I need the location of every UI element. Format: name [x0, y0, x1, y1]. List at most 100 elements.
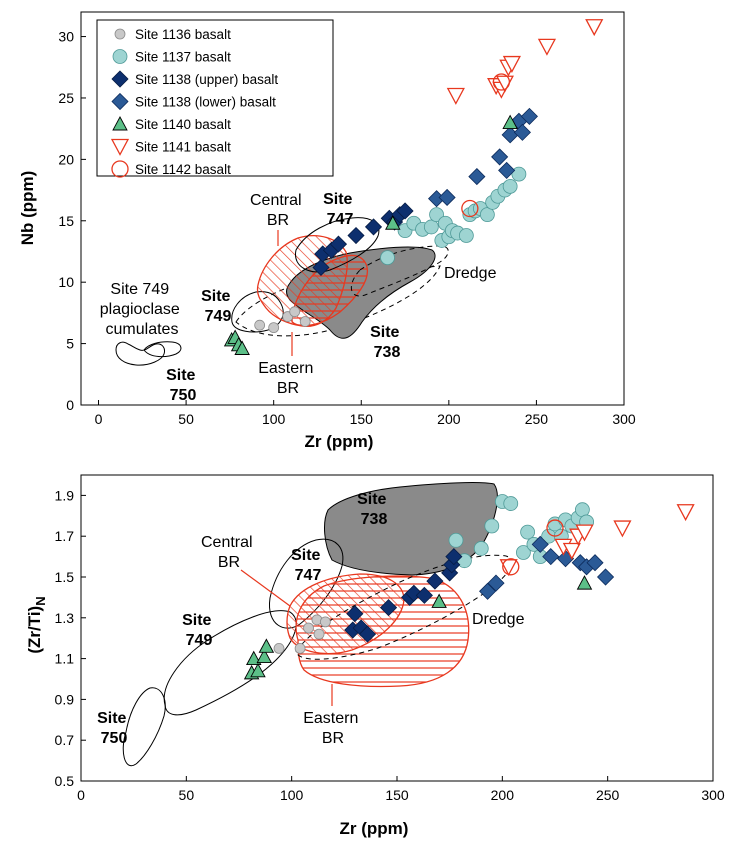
- site-1136-basalt-point: [319, 616, 331, 628]
- annotation-line: Central: [201, 534, 253, 551]
- site-1138-lower-basalt-point: [501, 126, 519, 144]
- legend-marker: [111, 160, 129, 178]
- annotation-site-738: Site 738: [370, 324, 404, 361]
- x-tick-label: 100: [262, 411, 286, 427]
- annotation-site-749: Site 749: [201, 288, 235, 325]
- annotation-line: Eastern: [258, 360, 313, 377]
- annotation-line: Site: [370, 324, 399, 341]
- dredge-field: [295, 554, 513, 660]
- annotation-line: Site 749: [110, 281, 169, 298]
- annotation-eastern-br: Eastern BR: [303, 710, 363, 747]
- site-1138-lower-basalt-point: [468, 168, 486, 186]
- site-1140-basalt-point: [234, 340, 250, 355]
- y-axis-label-text: (Zr/Ti)N: [25, 596, 48, 653]
- annotation-dredge: Dredge: [444, 265, 497, 282]
- y-tick-label: 0: [66, 397, 74, 413]
- annotation-line: BR: [267, 212, 289, 229]
- site-1138-upper-basalt-point: [396, 202, 414, 220]
- annotation-dredge: Dredge: [472, 611, 525, 628]
- site-1138-upper-basalt-point: [347, 226, 365, 245]
- x-axis-label-top: Zr (ppm): [305, 432, 374, 451]
- site-1138-lower-basalt-point: [513, 123, 531, 141]
- site-1141-basalt-point: [575, 524, 594, 542]
- annotation-site-750: Site 750: [97, 710, 131, 747]
- site-1137-basalt-point: [484, 518, 500, 534]
- site-1138-lower-basalt-point: [596, 568, 615, 586]
- site-1137-basalt-point: [516, 545, 531, 560]
- site-1136-basalt-point: [268, 322, 280, 334]
- site-1137-basalt-point: [502, 178, 518, 194]
- x-tick-label: 150: [385, 787, 409, 803]
- site-1142-basalt-point: [546, 519, 564, 537]
- site-1136-basalt-point: [289, 306, 301, 318]
- site-747-field: [295, 217, 380, 273]
- annotation-site-738: Site 738: [357, 491, 391, 528]
- annotation-line: Site: [291, 547, 320, 564]
- site-1137-basalt-point: [511, 166, 527, 182]
- marks-bottom: [243, 494, 695, 680]
- legend-label: Site 1136 basalt: [135, 27, 231, 42]
- y-tick-label: 0.7: [55, 732, 75, 748]
- site-750-field: [122, 687, 166, 767]
- x-tick-label: 250: [525, 411, 549, 427]
- legend-label: Site 1142 basalt: [135, 162, 231, 177]
- site-1141-basalt-point: [499, 559, 518, 577]
- y-tick-label: 15: [58, 213, 74, 229]
- eastern-br-field: [291, 254, 368, 327]
- y-tick-label: 30: [58, 29, 74, 45]
- site-1138-upper-basalt-point: [312, 258, 330, 277]
- site-1136-basalt-point: [273, 643, 285, 654]
- site-1137-basalt-point: [423, 219, 439, 235]
- annotation-line: 738: [361, 511, 388, 528]
- site-1140-basalt-point: [256, 648, 273, 664]
- site-1138-lower-basalt-point: [479, 582, 497, 600]
- site-1136-basalt-point: [313, 628, 325, 640]
- annotation-line: 749: [205, 308, 232, 325]
- dredge-field: [350, 245, 449, 297]
- plot-frame-top: [80, 11, 625, 406]
- site-1136-basalt-point: [299, 316, 311, 327]
- site-1138-upper-basalt-point: [346, 605, 364, 623]
- legend-label: Site 1137 basalt: [135, 50, 231, 65]
- annotation-line: Site: [201, 288, 230, 305]
- y-tick-label: 25: [58, 90, 74, 106]
- site-1137-basalt-point: [473, 541, 489, 556]
- x-tick-label: 50: [179, 787, 195, 803]
- site-750-inner-field: [143, 341, 182, 358]
- annotation-line: Site: [323, 191, 352, 208]
- y-axis-label-top: Nb (ppm): [18, 171, 37, 246]
- legend-label: Site 1140 basalt: [135, 117, 231, 132]
- site-1140-basalt-point: [250, 662, 266, 678]
- annotation-line: 750: [101, 730, 128, 747]
- site-1138-upper-basalt-point: [380, 599, 398, 617]
- annotation-line: Eastern: [303, 710, 358, 727]
- site-1137-basalt-point: [380, 250, 395, 266]
- annotation-site-750: Site 750: [166, 367, 200, 404]
- site-1138-upper-basalt-point: [445, 548, 463, 566]
- zrti-vs-zr-chart: 0 50 100 150 200 250 300 0.5 0.7 0.9 1.1 1.3 1.5 1.7 1…: [25, 474, 725, 838]
- annotation-line: cumulates: [106, 321, 179, 338]
- site-1141-basalt-point: [502, 55, 521, 73]
- site-1138-upper-basalt-point: [358, 625, 377, 643]
- site-1140-basalt-point: [385, 215, 401, 230]
- site-1136-basalt-point: [254, 319, 266, 331]
- site-1140-basalt-point: [502, 114, 518, 129]
- site-1136-basalt-point: [294, 643, 306, 654]
- site-1141-basalt-point: [537, 38, 557, 56]
- legend-label: Site 1138 (upper) basalt: [135, 72, 278, 87]
- annotation-central-br: Central BR: [250, 192, 306, 229]
- site-1138-upper-basalt-point: [426, 572, 444, 590]
- x-tick-label: 300: [612, 411, 636, 427]
- annotation-line: 750: [170, 387, 197, 404]
- site-1138-lower-basalt-point: [487, 574, 505, 592]
- x-tick-label: 300: [701, 787, 725, 803]
- annotation-line: BR: [277, 380, 299, 397]
- x-tick-label: 150: [350, 411, 374, 427]
- site-1138-lower-basalt-point: [520, 107, 538, 125]
- y-tick-label: 0.9: [55, 691, 75, 707]
- annotation-line: Site: [182, 612, 211, 629]
- legend-marker: [111, 92, 129, 111]
- annotation-line: 738: [374, 344, 401, 361]
- site-1138-lower-basalt-point: [586, 554, 604, 572]
